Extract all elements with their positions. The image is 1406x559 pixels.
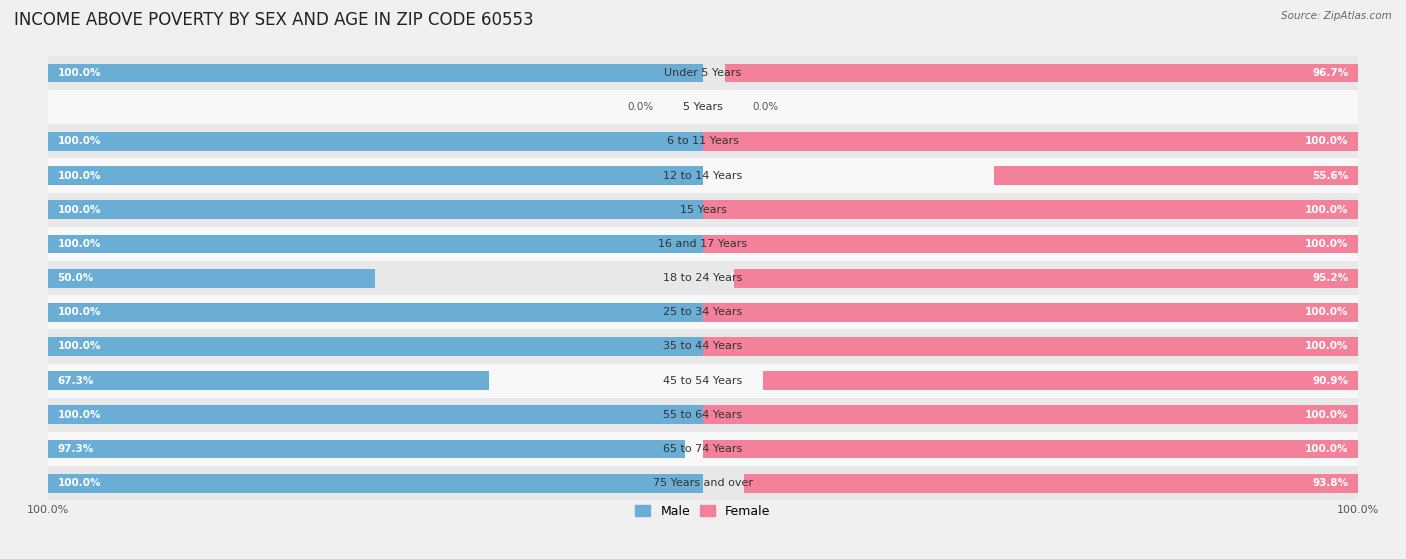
Text: 100.0%: 100.0% — [58, 170, 101, 181]
Text: 100.0%: 100.0% — [1305, 307, 1348, 318]
Text: 12 to 14 Years: 12 to 14 Years — [664, 170, 742, 181]
Bar — [703, 234, 1358, 253]
Bar — [703, 405, 1358, 424]
Bar — [48, 371, 489, 390]
Bar — [48, 227, 1358, 261]
Bar — [48, 158, 1358, 193]
Bar — [703, 337, 1358, 356]
Bar — [48, 440, 685, 458]
Bar — [48, 234, 703, 253]
Bar — [703, 440, 1358, 458]
Bar — [48, 295, 1358, 329]
Text: 100.0%: 100.0% — [58, 205, 101, 215]
Bar — [724, 64, 1358, 82]
Bar — [48, 405, 703, 424]
Bar — [703, 303, 1358, 321]
Text: 0.0%: 0.0% — [627, 102, 654, 112]
Text: 6 to 11 Years: 6 to 11 Years — [666, 136, 740, 146]
Bar — [48, 132, 703, 151]
Bar — [48, 200, 703, 219]
Bar — [48, 269, 375, 287]
Text: 90.9%: 90.9% — [1312, 376, 1348, 386]
Bar — [48, 193, 1358, 227]
Bar — [48, 56, 1358, 90]
Text: 100.0%: 100.0% — [58, 410, 101, 420]
Text: 100.0%: 100.0% — [1305, 342, 1348, 352]
Bar — [48, 432, 1358, 466]
Text: 0.0%: 0.0% — [752, 102, 779, 112]
Text: 100.0%: 100.0% — [58, 136, 101, 146]
Text: 16 and 17 Years: 16 and 17 Years — [658, 239, 748, 249]
Text: 35 to 44 Years: 35 to 44 Years — [664, 342, 742, 352]
Text: 100.0%: 100.0% — [58, 68, 101, 78]
Text: 67.3%: 67.3% — [58, 376, 94, 386]
Text: 100.0%: 100.0% — [1305, 410, 1348, 420]
Text: 75 Years and over: 75 Years and over — [652, 479, 754, 488]
Bar — [48, 398, 1358, 432]
Text: 100.0%: 100.0% — [58, 307, 101, 318]
Bar — [48, 261, 1358, 295]
Text: 100.0%: 100.0% — [1305, 444, 1348, 454]
Text: 100.0%: 100.0% — [58, 239, 101, 249]
Bar — [48, 337, 703, 356]
Text: 55 to 64 Years: 55 to 64 Years — [664, 410, 742, 420]
Text: 50.0%: 50.0% — [58, 273, 94, 283]
Bar — [48, 166, 703, 185]
Bar — [48, 124, 1358, 158]
Text: Source: ZipAtlas.com: Source: ZipAtlas.com — [1281, 11, 1392, 21]
Bar — [994, 166, 1358, 185]
Text: 100.0%: 100.0% — [1305, 239, 1348, 249]
Text: 25 to 34 Years: 25 to 34 Years — [664, 307, 742, 318]
Bar — [48, 474, 703, 492]
Bar — [703, 200, 1358, 219]
Text: 45 to 54 Years: 45 to 54 Years — [664, 376, 742, 386]
Bar — [48, 466, 1358, 500]
Bar — [48, 363, 1358, 398]
Text: 100.0%: 100.0% — [58, 342, 101, 352]
Text: 15 Years: 15 Years — [679, 205, 727, 215]
Bar — [703, 132, 1358, 151]
Bar — [744, 474, 1358, 492]
Text: 93.8%: 93.8% — [1312, 479, 1348, 488]
Text: 55.6%: 55.6% — [1312, 170, 1348, 181]
Text: Under 5 Years: Under 5 Years — [665, 68, 741, 78]
Bar — [48, 64, 703, 82]
Text: 100.0%: 100.0% — [58, 479, 101, 488]
Bar — [48, 329, 1358, 363]
Bar — [762, 371, 1358, 390]
Bar — [734, 269, 1358, 287]
Text: INCOME ABOVE POVERTY BY SEX AND AGE IN ZIP CODE 60553: INCOME ABOVE POVERTY BY SEX AND AGE IN Z… — [14, 11, 534, 29]
Text: 18 to 24 Years: 18 to 24 Years — [664, 273, 742, 283]
Text: 65 to 74 Years: 65 to 74 Years — [664, 444, 742, 454]
Legend: Male, Female: Male, Female — [630, 500, 776, 523]
Text: 100.0%: 100.0% — [1305, 136, 1348, 146]
Text: 96.7%: 96.7% — [1312, 68, 1348, 78]
Bar — [48, 303, 703, 321]
Text: 100.0%: 100.0% — [1305, 205, 1348, 215]
Bar — [48, 90, 1358, 124]
Text: 97.3%: 97.3% — [58, 444, 94, 454]
Text: 5 Years: 5 Years — [683, 102, 723, 112]
Text: 95.2%: 95.2% — [1312, 273, 1348, 283]
